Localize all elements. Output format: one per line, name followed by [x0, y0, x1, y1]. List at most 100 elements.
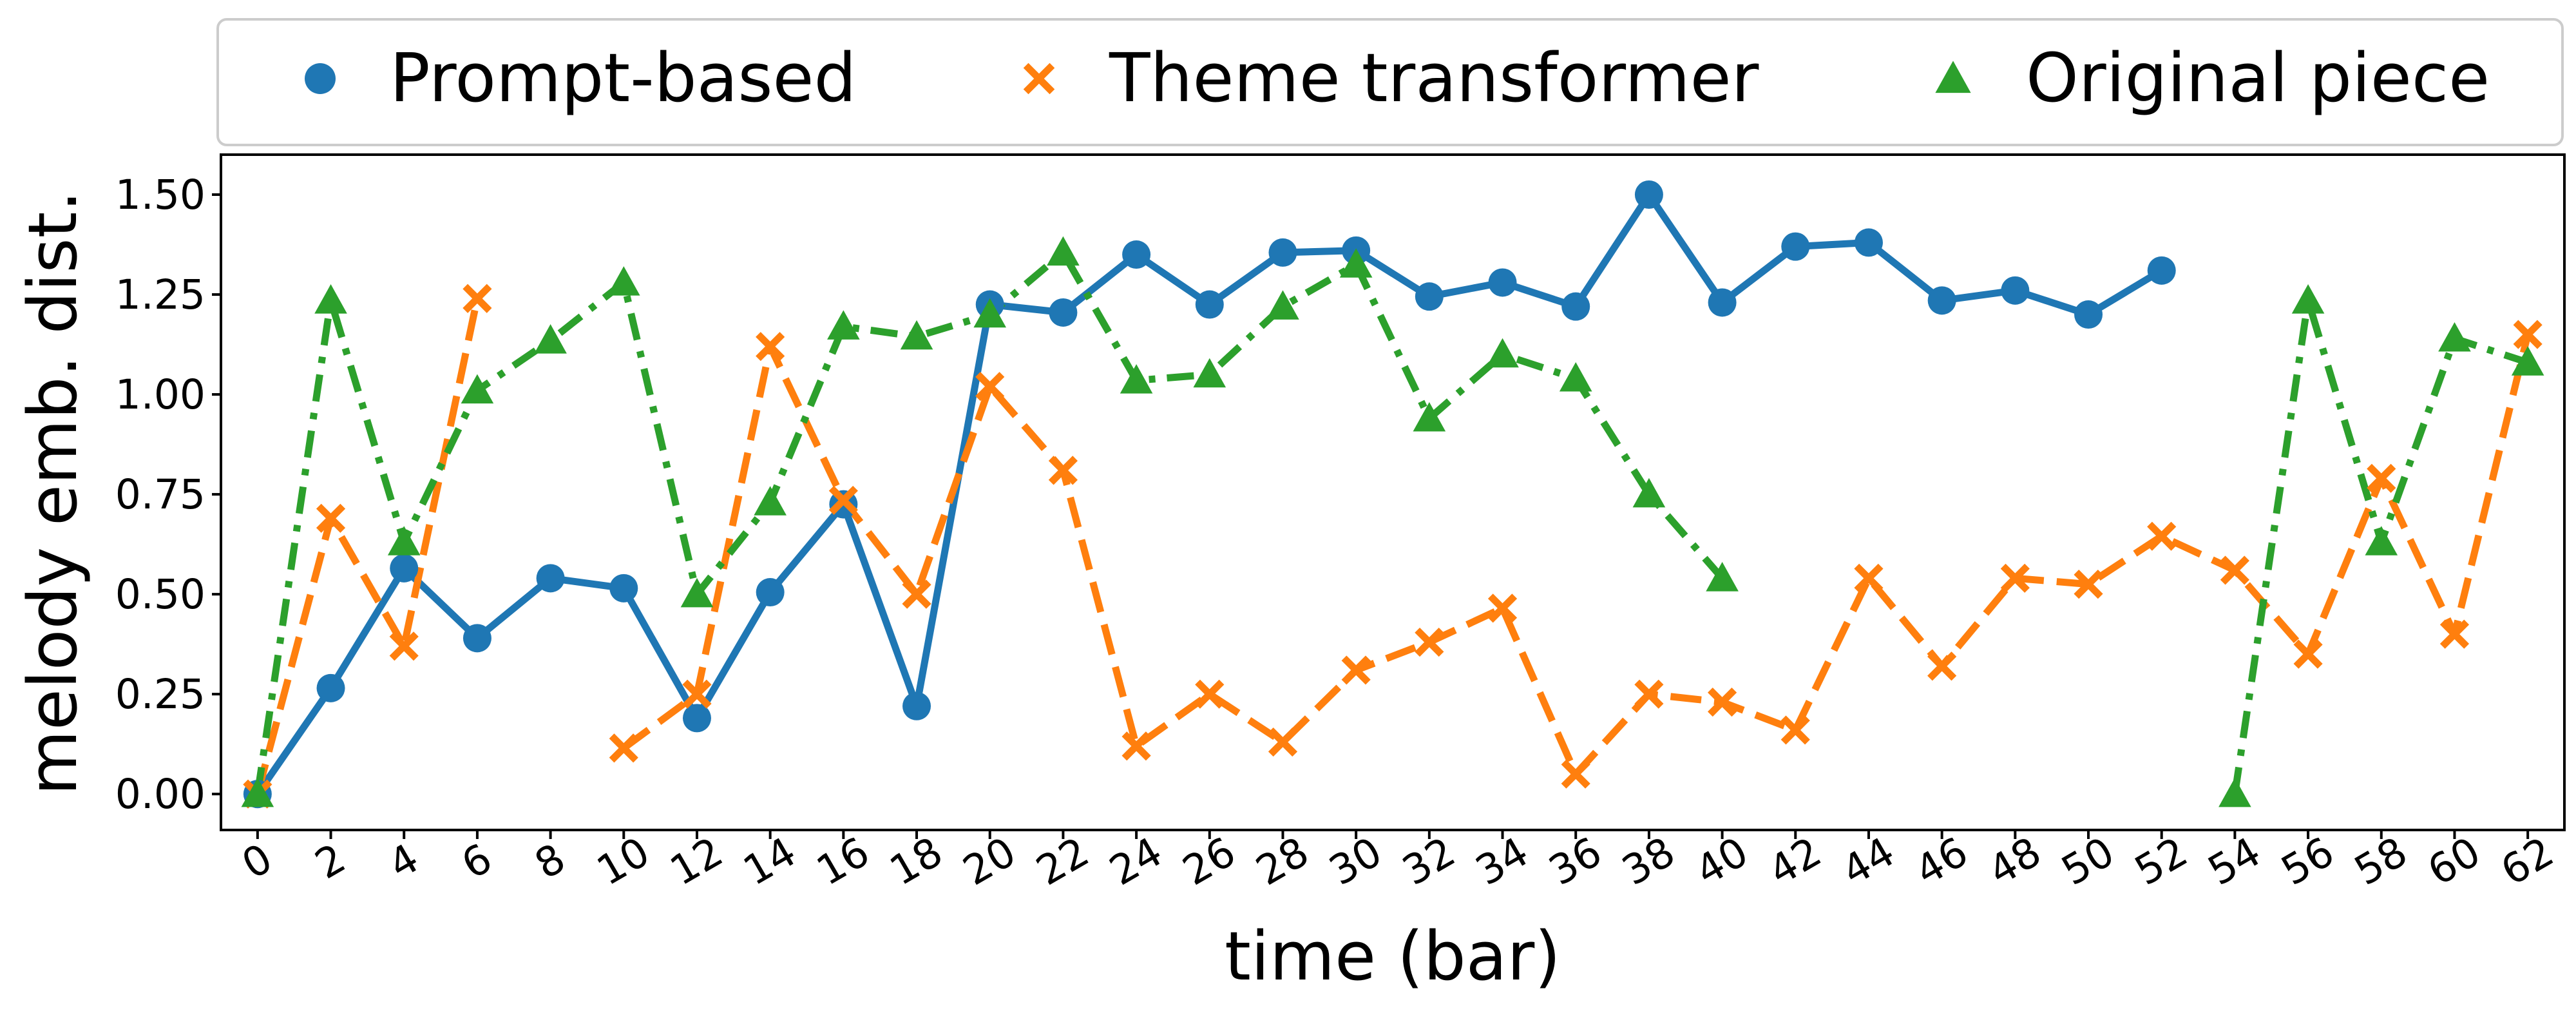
y-tick-label: 1.25 — [115, 271, 205, 318]
data-point — [1634, 180, 1663, 209]
data-point — [2220, 555, 2249, 585]
series-2-line-1 — [254, 298, 481, 795]
x-tick-label: 50 — [2054, 828, 2122, 894]
x-axis-title: time (bar) — [1225, 917, 1561, 996]
data-point-shape — [902, 579, 931, 609]
data-point — [1339, 248, 1373, 278]
data-point — [902, 579, 931, 609]
data-point — [1561, 292, 1590, 321]
data-point — [754, 486, 787, 516]
x-tick-label: 32 — [1395, 828, 1463, 894]
data-point — [463, 284, 492, 313]
x-tick-label: 58 — [2347, 828, 2415, 894]
data-point — [2439, 619, 2470, 649]
data-point-shape — [1048, 456, 1078, 485]
plot-area — [241, 180, 2544, 809]
data-point — [1195, 679, 1225, 709]
x-tick-label: 54 — [2200, 828, 2269, 894]
x-tick-label: 8 — [527, 835, 573, 888]
data-point-shape — [2367, 463, 2396, 493]
data-point-shape — [2074, 570, 2103, 599]
data-point — [609, 733, 638, 763]
data-point — [2001, 276, 2030, 305]
data-point — [1266, 290, 1299, 320]
legend: Prompt-based Theme transformer Original pi… — [216, 18, 2564, 146]
data-point — [1561, 759, 1590, 789]
x-tick-label: 2 — [307, 835, 353, 888]
data-point — [1268, 727, 1298, 757]
axes: 0.000.250.500.751.001.251.500 2 4 6 8 10 12 14 1… — [115, 153, 2566, 894]
legend-marker-2-shape — [1023, 63, 1055, 95]
y-tick-label: 1.00 — [115, 371, 205, 418]
x-tick-label: 0 — [234, 835, 280, 888]
data-point — [2000, 563, 2030, 593]
x-tick-label: 30 — [1321, 828, 1389, 894]
data-point — [316, 673, 345, 702]
data-point — [1487, 593, 1518, 623]
data-point — [1708, 687, 1737, 717]
x-tick-label: 46 — [1907, 828, 1976, 894]
x-tick-label: 12 — [662, 828, 730, 894]
data-point — [1780, 715, 1810, 745]
data-point — [1927, 651, 1957, 681]
data-point-shape — [1780, 715, 1810, 745]
data-point — [1927, 286, 1956, 315]
data-point-shape — [2000, 563, 2030, 593]
data-point-shape — [1927, 651, 1957, 681]
x-tick-label: 24 — [1102, 828, 1170, 894]
data-point-shape — [1195, 679, 1225, 709]
y-tick-label: 0.50 — [115, 571, 205, 618]
data-point — [756, 332, 785, 362]
data-point — [1854, 228, 1883, 257]
data-point-shape — [1341, 655, 1371, 685]
series-2-markers — [243, 284, 2543, 809]
data-point — [390, 554, 419, 583]
y-tick-label: 0.75 — [115, 471, 205, 518]
data-point — [534, 324, 567, 354]
data-point — [536, 564, 565, 593]
data-point — [1415, 627, 1444, 657]
data-point-shape — [2147, 521, 2177, 551]
data-point — [1781, 232, 1810, 261]
series-2 — [254, 298, 2532, 795]
x-tick-label: 16 — [809, 828, 877, 894]
data-point — [2367, 463, 2396, 493]
legend-box — [216, 18, 2564, 146]
series-3 — [254, 249, 2529, 795]
data-point — [1488, 268, 1517, 297]
x-tick-label: 22 — [1029, 828, 1097, 894]
legend-label-2: Theme transformer — [1109, 39, 1759, 117]
series-3-line-1 — [254, 249, 1725, 795]
series-1-line-1 — [254, 191, 2164, 796]
data-point-shape — [756, 332, 785, 362]
data-point — [2147, 521, 2177, 551]
data-point — [387, 526, 421, 555]
data-point — [900, 320, 933, 350]
x-tick-label: 28 — [1248, 828, 1317, 894]
x-tick-label: 4 — [381, 835, 426, 888]
series-1 — [254, 191, 2164, 796]
data-point — [2293, 639, 2323, 669]
data-point — [1854, 563, 1884, 593]
data-point — [2074, 570, 2103, 599]
data-point — [316, 503, 346, 533]
x-tick-label: 26 — [1175, 828, 1243, 894]
data-point — [1341, 655, 1371, 685]
data-point-shape — [1561, 759, 1590, 789]
data-point — [1122, 240, 1151, 269]
data-point — [1632, 478, 1666, 508]
data-point — [1195, 290, 1224, 319]
data-point — [1708, 288, 1737, 317]
data-point — [609, 574, 638, 603]
data-point — [975, 372, 1005, 401]
data-point-shape — [316, 503, 346, 533]
data-point — [2438, 322, 2471, 352]
y-tick-label: 0.00 — [115, 771, 205, 818]
data-point — [1486, 338, 1519, 368]
data-point — [1121, 731, 1151, 761]
legend-marker-1 — [305, 63, 336, 94]
series-1-markers — [243, 180, 2176, 809]
data-point — [2218, 777, 2251, 807]
x-tick-label: 42 — [1761, 828, 1829, 894]
data-point — [1048, 456, 1078, 485]
